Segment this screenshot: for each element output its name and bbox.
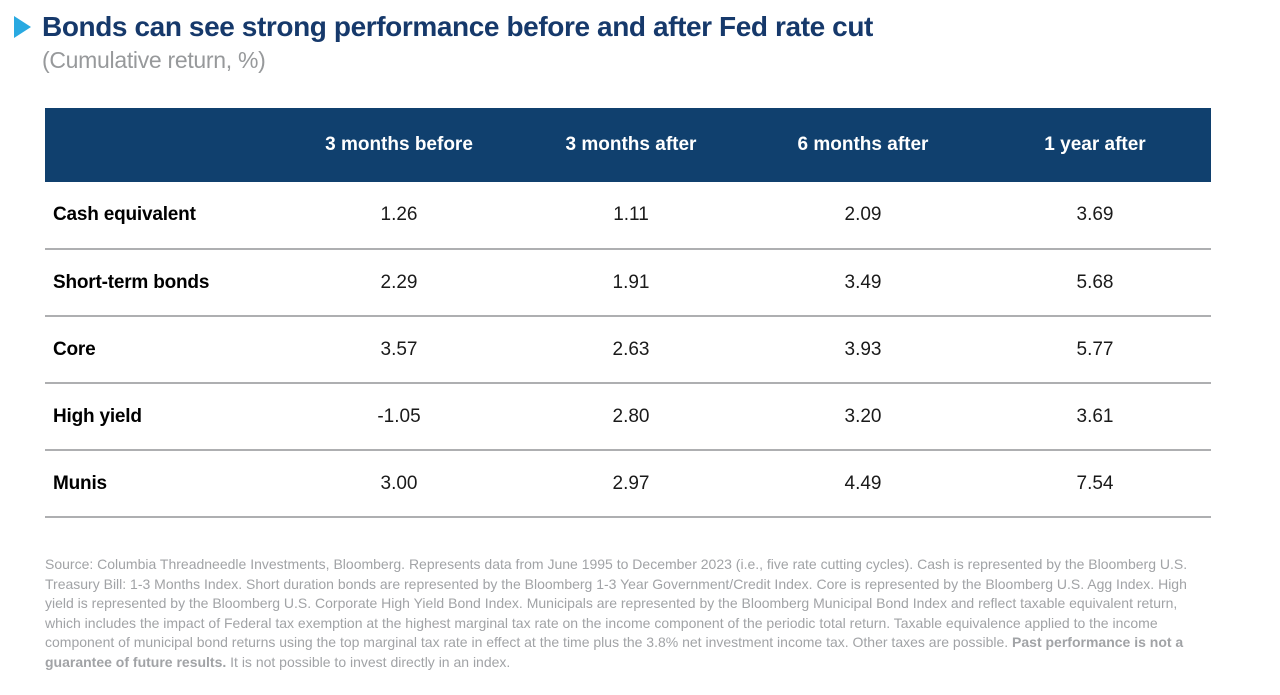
column-header-empty [45,108,283,183]
cell-value: -1.05 [283,383,515,452]
column-header-6-months-after: 6 months after [747,108,979,183]
cell-value: 7.54 [979,450,1211,519]
row-label: High yield [45,383,283,452]
cell-value: 3.93 [747,316,979,385]
cell-value: 2.63 [515,316,747,385]
row-label: Cash equivalent [45,182,283,251]
row-label: Munis [45,450,283,519]
row-label: Short-term bonds [45,249,283,318]
title-block: Bonds can see strong performance before … [0,0,1280,74]
source-footnote: Source: Columbia Threadneedle Investment… [45,555,1211,672]
page-subtitle: (Cumulative return, %) [42,47,266,74]
column-header-1-year-after: 1 year after [979,108,1211,183]
cell-value: 5.68 [979,249,1211,318]
cell-value: 4.49 [747,450,979,519]
table-row: High yield -1.05 2.80 3.20 3.61 [45,383,1211,452]
title-text-group: Bonds can see strong performance before … [42,11,873,74]
cell-value: 3.57 [283,316,515,385]
row-label: Core [45,316,283,385]
table-row: Cash equivalent 1.26 1.11 2.09 3.69 [45,182,1211,251]
footnote-text: Source: Columbia Threadneedle Investment… [45,556,1188,651]
cell-value: 3.61 [979,383,1211,452]
title-bullet-icon [14,16,31,38]
cell-value: 2.80 [515,383,747,452]
returns-table: 3 months before 3 months after 6 months … [45,108,1211,519]
cell-value: 3.20 [747,383,979,452]
cell-value: 1.26 [283,182,515,251]
column-header-3-months-before: 3 months before [283,108,515,183]
cell-value: 3.49 [747,249,979,318]
cell-value: 1.11 [515,182,747,251]
footnote-disclaimer-bold: Past performance is not a guarantee of f… [45,634,1184,670]
cell-value: 1.91 [515,249,747,318]
table-header-row: 3 months before 3 months after 6 months … [45,108,1211,183]
cell-value: 2.09 [747,182,979,251]
page-title: Bonds can see strong performance before … [42,11,873,42]
cell-value: 2.29 [283,249,515,318]
cell-value: 3.00 [283,450,515,519]
footnote-text-after: It is not possible to invest directly in… [226,653,511,670]
cell-value: 2.97 [515,450,747,519]
column-header-3-months-after: 3 months after [515,108,747,183]
table-row: Core 3.57 2.63 3.93 5.77 [45,316,1211,385]
table-row: Short-term bonds 2.29 1.91 3.49 5.68 [45,249,1211,318]
cell-value: 3.69 [979,182,1211,251]
table-row: Munis 3.00 2.97 4.49 7.54 [45,450,1211,519]
cell-value: 5.77 [979,316,1211,385]
